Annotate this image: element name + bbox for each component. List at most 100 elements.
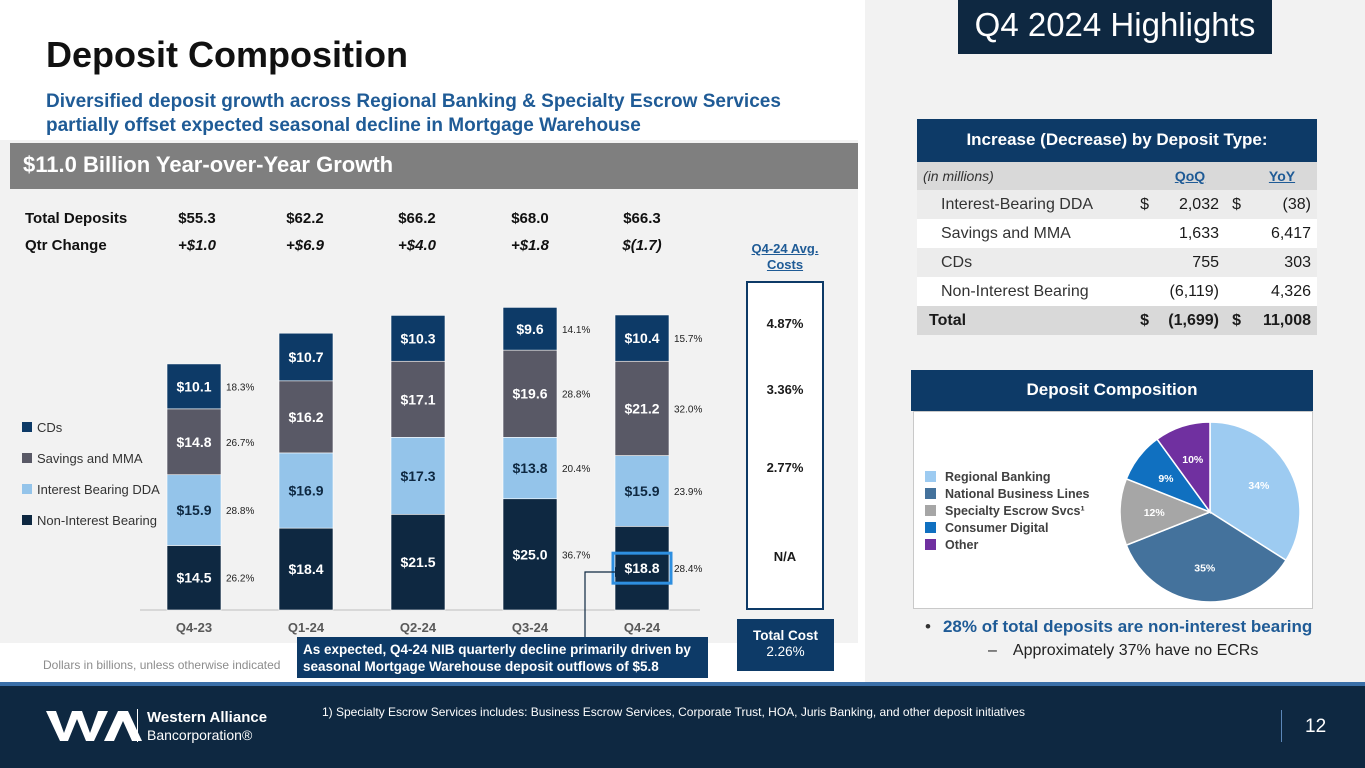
bar-segment [166, 408, 222, 476]
footnote: 1) Specialty Escrow Services includes: B… [322, 705, 1025, 719]
x-tick-label: Q1-24 [288, 620, 325, 635]
total-deposits-label: Total Deposits [25, 210, 128, 227]
bar-segment [502, 307, 558, 351]
growth-banner: $11.0 Billion Year-over-Year Growth [10, 143, 858, 189]
bar-value-label: $15.9 [624, 483, 659, 499]
table-row: Savings and MMA 1,633 6,417 [917, 219, 1317, 248]
bar-percent-label: 36.7% [562, 550, 590, 561]
bar-percent-label: 23.9% [674, 487, 702, 498]
legend-item: Interest Bearing DDA [22, 482, 160, 513]
pie-legend-item: National Business Lines [925, 487, 1089, 504]
bar-percent-label: 15.7% [674, 334, 702, 345]
row-label: Non-Interest Bearing [917, 277, 1131, 306]
row-label: Interest-Bearing DDA [917, 190, 1131, 219]
footer [0, 686, 1365, 768]
bar-segment [502, 498, 558, 611]
footer-accent-strip [0, 682, 1365, 687]
bar-value-label: $17.1 [400, 391, 435, 407]
bar-value-label: $9.6 [516, 321, 543, 337]
bar-segment [390, 315, 446, 362]
logo-w-shape [46, 711, 108, 741]
pie-legend-item: Other [925, 538, 1089, 555]
pie-slice [1125, 511, 1288, 603]
legend-label: Interest Bearing DDA [37, 482, 160, 497]
table-total-row: Total $ (1,699) $ 11,008 [917, 306, 1317, 335]
deposit-pie-chart: 34% 35% 12% 9% 10% [1119, 421, 1301, 603]
bar-value-label: $25.0 [512, 546, 547, 562]
legend-swatch [22, 484, 32, 494]
yoy-value: 303 [1247, 248, 1317, 277]
page-subtitle: Diversified deposit growth across Region… [46, 91, 781, 136]
qtr-change-value: $(1.7) [622, 237, 662, 254]
bar-value-label: $10.3 [400, 330, 435, 346]
callout-arrow [584, 567, 623, 638]
bar-segment [614, 526, 670, 611]
qoq-currency [1131, 277, 1155, 306]
pie-slice-label: 10% [1182, 454, 1204, 466]
bar-segment [390, 514, 446, 611]
bar-value-label: $14.8 [176, 434, 211, 450]
bar-value-label: $19.6 [512, 386, 547, 402]
legend-swatch [22, 515, 32, 525]
bar-percent-label: 28.4% [674, 564, 702, 575]
total-deposits-value: $66.3 [623, 210, 661, 227]
avg-costs-box [746, 281, 824, 610]
row-label: Savings and MMA [917, 219, 1131, 248]
bar-percent-label: 26.2% [226, 574, 254, 585]
units-note: Dollars in billions, unless otherwise in… [43, 658, 281, 672]
yoy-column-header: YoY [1247, 162, 1317, 190]
yoy-value: 6,417 [1247, 219, 1317, 248]
avg-cost-ib-dda: 2.77% [766, 460, 804, 475]
legend-swatch [925, 471, 936, 482]
callout-arrow-head [615, 567, 623, 577]
yoy-currency [1225, 219, 1247, 248]
bar-percent-label: 28.8% [562, 390, 590, 401]
bar-percent-label: 28.8% [226, 506, 254, 517]
legend-swatch [925, 539, 936, 550]
bullet-main-text: 28% of total deposits are non-interest b… [942, 617, 1313, 636]
page-number-divider [1281, 710, 1282, 742]
bar-segment [278, 527, 334, 611]
legend-item: CDs [22, 420, 160, 451]
avg-costs-header: Q4-24 Avg. Costs [751, 241, 819, 272]
bar-value-label: $14.5 [176, 570, 211, 586]
yoy-currency [1225, 277, 1247, 306]
qtr-change-label: Qtr Change [25, 237, 107, 254]
bar-percent-label: 32.0% [674, 404, 702, 415]
page-title: Deposit Composition [46, 34, 408, 75]
bar-percent-label: 26.7% [226, 438, 254, 449]
yoy-total: 11,008 [1247, 306, 1317, 335]
highlight-box [611, 551, 673, 585]
yoy-currency [1225, 248, 1247, 277]
pie-legend-item: Regional Banking [925, 470, 1089, 487]
avg-cost-savings: 3.36% [766, 382, 804, 397]
legend-swatch [925, 522, 936, 533]
bullet-main: • 28% of total deposits are non-interest … [925, 617, 1312, 637]
x-tick-label: Q3-24 [512, 620, 549, 635]
deposit-type-table: (in millions) QoQ YoY Interest-Bearing D… [917, 162, 1317, 335]
qoq-value: 755 [1155, 248, 1225, 277]
qtr-change-value: +$4.0 [398, 237, 436, 254]
bar-segment [390, 437, 446, 515]
logo-divider [137, 709, 138, 742]
bar-value-label: $21.2 [624, 400, 659, 416]
bar-percent-label: 18.3% [226, 382, 254, 393]
bar-segment [278, 332, 334, 382]
bar-value-label: $16.2 [288, 409, 323, 425]
pie-legend-item: Consumer Digital [925, 521, 1089, 538]
legend-swatch [925, 488, 936, 499]
bar-segment [166, 474, 222, 546]
qtr-change-value: +$1.0 [178, 237, 216, 254]
legend-label: Savings and MMA [37, 451, 143, 466]
logo-a-shape [104, 711, 142, 741]
units-cell: (in millions) [917, 162, 1131, 190]
table-header-row: (in millions) QoQ YoY [917, 162, 1317, 190]
qoq-currency [1131, 248, 1155, 277]
bar-segment [614, 314, 670, 362]
total-deposits-value: $62.2 [286, 210, 324, 227]
qoq-currency: $ [1131, 306, 1155, 335]
legend-label: Non-Interest Bearing [37, 513, 157, 528]
qoq-value: (6,119) [1155, 277, 1225, 306]
bullet-dot: • [925, 617, 931, 636]
bullet-sub: – Approximately 37% have no ECRs [988, 642, 1258, 660]
